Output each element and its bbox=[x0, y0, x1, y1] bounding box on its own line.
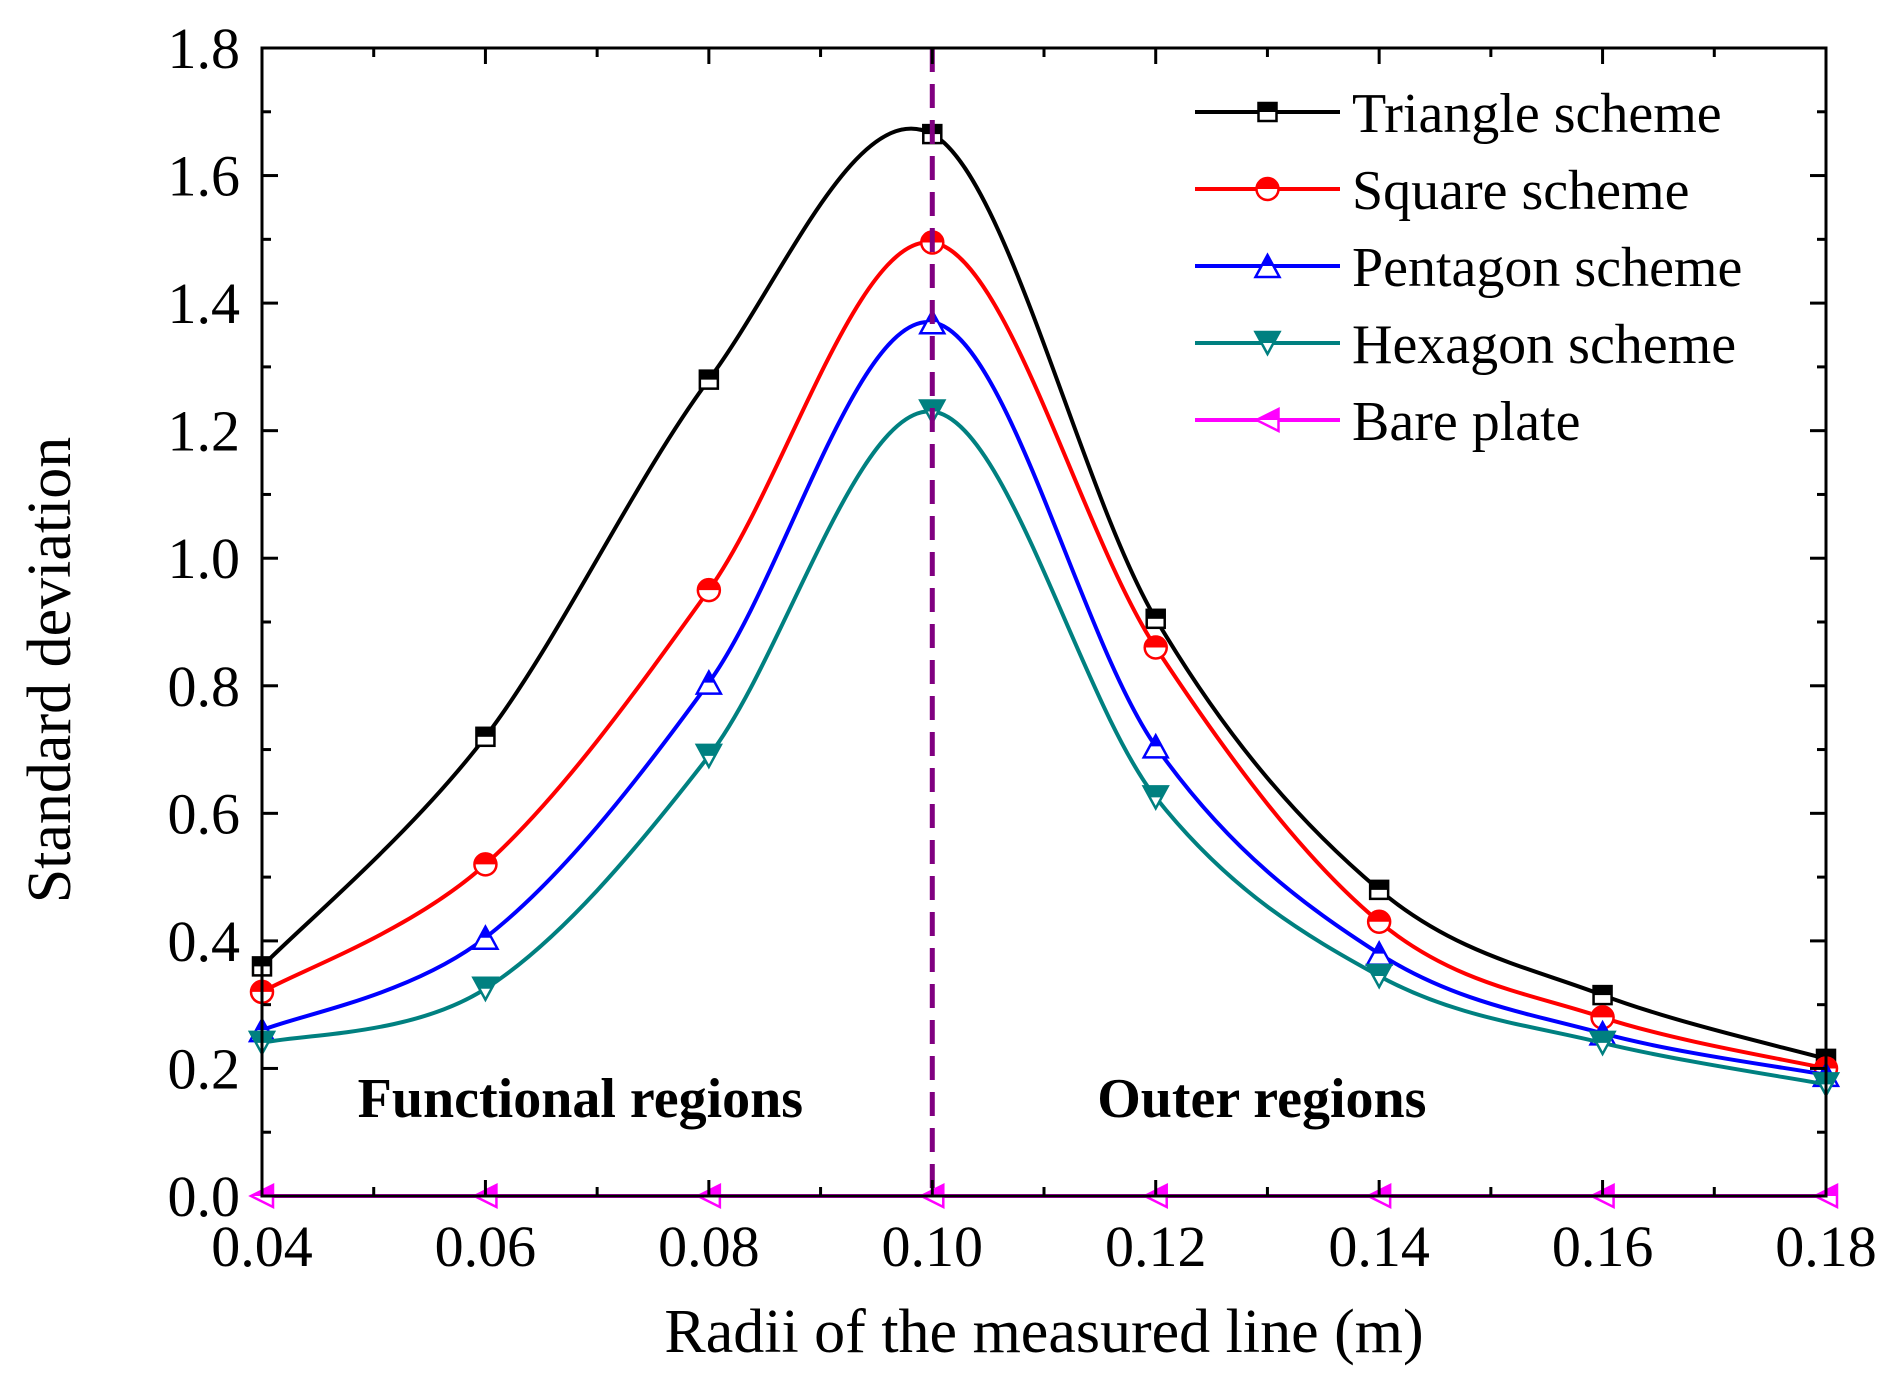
data-point-triangle-scheme-6-fill bbox=[1593, 986, 1612, 996]
legend-label-square-scheme: Square scheme bbox=[1352, 160, 1689, 222]
data-point-hexagon-scheme-4-fill bbox=[1143, 786, 1168, 798]
axis-layer: 0.04 0.06 0.08 0.10 0.12 0.14 0.16 0.18 0.0 0.2 0.… bbox=[168, 16, 1877, 1279]
data-point-square-scheme-5-fill bbox=[1368, 910, 1391, 922]
data-point-hexagon-scheme-1 bbox=[471, 976, 500, 1003]
y-tick-label: 1.2 bbox=[168, 399, 241, 464]
legend-label-pentagon-scheme: Pentagon scheme bbox=[1352, 237, 1742, 299]
data-point-hexagon-scheme-3-fill bbox=[920, 400, 945, 412]
legend-item-triangle-scheme: Triangle scheme bbox=[1195, 83, 1722, 145]
legend-item-bare-plate: Bare plate bbox=[1195, 391, 1581, 453]
data-point-triangle-scheme-1 bbox=[475, 726, 496, 748]
x-tick-label: 0.12 bbox=[1105, 1214, 1207, 1279]
legend-marker-triangle-scheme bbox=[1257, 101, 1278, 123]
series-line-triangle-scheme bbox=[260, 126, 1827, 1061]
x-tick-label: 0.10 bbox=[882, 1214, 984, 1279]
data-point-square-scheme-1-fill bbox=[474, 853, 497, 865]
data-point-triangle-scheme-5 bbox=[1368, 879, 1390, 901]
data-point-pentagon-scheme-2-outline bbox=[694, 668, 723, 695]
legend-marker-square-scheme-fill bbox=[1256, 178, 1279, 189]
x-tick-label: 0.04 bbox=[211, 1214, 313, 1279]
data-point-hexagon-scheme-5 bbox=[1365, 963, 1394, 990]
y-tick-label: 1.0 bbox=[168, 526, 241, 591]
data-point-hexagon-scheme-4 bbox=[1141, 785, 1170, 811]
legend-item-pentagon-scheme: Pentagon scheme bbox=[1195, 237, 1742, 299]
y-tick-label: 0.0 bbox=[168, 1164, 241, 1229]
data-point-pentagon-scheme-2-fill bbox=[702, 671, 715, 683]
functional-regions-label: Functional regions bbox=[358, 1068, 803, 1130]
x-tick-label: 0.14 bbox=[1328, 1214, 1430, 1279]
legend-marker-pentagon-scheme bbox=[1253, 252, 1282, 279]
legend-item-square-scheme: Square scheme bbox=[1195, 160, 1689, 222]
y-tick-label: 1.4 bbox=[168, 271, 241, 336]
legend-label-hexagon-scheme: Hexagon scheme bbox=[1352, 314, 1736, 376]
data-point-hexagon-scheme-2-fill bbox=[696, 744, 721, 756]
x-tick-label: 0.18 bbox=[1775, 1214, 1877, 1279]
legend-label-triangle-scheme: Triangle scheme bbox=[1352, 83, 1722, 145]
y-tick-label: 0.6 bbox=[168, 781, 241, 846]
data-point-hexagon-scheme-1-fill bbox=[473, 977, 498, 989]
legend-marker-square-scheme bbox=[1255, 176, 1280, 202]
legend-label-bare-plate: Bare plate bbox=[1352, 391, 1581, 453]
data-point-square-scheme-1 bbox=[473, 852, 498, 877]
series-line-pentagon-scheme bbox=[261, 320, 1827, 1077]
data-point-triangle-scheme-1-fill bbox=[476, 727, 495, 737]
data-point-square-scheme-6-fill bbox=[1591, 1006, 1614, 1018]
data-point-square-scheme-4 bbox=[1143, 635, 1168, 660]
data-point-pentagon-scheme-1-fill bbox=[479, 926, 492, 938]
data-point-triangle-scheme-2-fill bbox=[699, 370, 718, 380]
data-point-hexagon-scheme-6 bbox=[1588, 1030, 1617, 1057]
legend-marker-hexagon-scheme-fill bbox=[1255, 332, 1280, 343]
series-line-square-scheme bbox=[261, 240, 1827, 1071]
y-tick-label: 0.4 bbox=[168, 909, 241, 974]
data-point-pentagon-scheme-6-fill bbox=[1596, 1022, 1609, 1034]
data-point-square-scheme-2-fill bbox=[697, 579, 720, 591]
x-tick-label: 0.06 bbox=[435, 1214, 537, 1279]
data-point-pentagon-scheme-4-fill bbox=[1149, 735, 1162, 747]
data-point-triangle-scheme-4-fill bbox=[1146, 609, 1165, 619]
legend-marker-hexagon-scheme bbox=[1253, 330, 1282, 357]
data-point-hexagon-scheme-6-fill bbox=[1590, 1031, 1615, 1043]
legend-item-hexagon-scheme: Hexagon scheme bbox=[1195, 314, 1736, 376]
legend: Triangle scheme Square scheme Pentagon sch… bbox=[1195, 83, 1742, 453]
legend-marker-triangle-scheme-fill bbox=[1258, 103, 1277, 112]
data-point-triangle-scheme-2 bbox=[698, 369, 720, 390]
data-point-pentagon-scheme-4-outline bbox=[1141, 732, 1170, 759]
legend-marker-bare-plate-fill bbox=[1256, 409, 1279, 420]
data-point-pentagon-scheme-5-fill bbox=[1373, 942, 1386, 954]
legend-marker-pentagon-scheme-fill bbox=[1261, 255, 1274, 266]
data-point-square-scheme-5 bbox=[1366, 909, 1392, 935]
data-point-triangle-scheme-5-fill bbox=[1370, 880, 1389, 890]
data-point-triangle-scheme-4 bbox=[1145, 608, 1166, 630]
x-tick-label: 0.08 bbox=[658, 1214, 760, 1279]
data-point-square-scheme-2 bbox=[696, 577, 722, 603]
y-tick-label: 1.8 bbox=[168, 16, 241, 81]
x-tick-label: 0.16 bbox=[1552, 1214, 1654, 1279]
x-axis-title: Radii of the measured line (m) bbox=[664, 1298, 1423, 1366]
y-tick-label: 1.6 bbox=[168, 144, 241, 209]
data-point-triangle-scheme-6 bbox=[1592, 984, 1613, 1006]
data-point-pentagon-scheme-2 bbox=[694, 668, 723, 695]
y-tick-label: 0.2 bbox=[168, 1036, 241, 1101]
outer-regions-label: Outer regions bbox=[1097, 1068, 1426, 1130]
data-point-hexagon-scheme-2 bbox=[694, 743, 723, 770]
y-tick-label: 0.8 bbox=[168, 654, 241, 719]
data-point-pentagon-scheme-4 bbox=[1141, 732, 1170, 759]
legend-marker-bare-plate bbox=[1253, 406, 1280, 434]
data-point-square-scheme-4-fill bbox=[1144, 636, 1167, 648]
data-point-hexagon-scheme-5-fill bbox=[1367, 964, 1392, 976]
series-line-hexagon-scheme bbox=[261, 409, 1827, 1087]
y-axis-title: Standard deviation bbox=[16, 437, 84, 904]
data-point-pentagon-scheme-1 bbox=[471, 924, 500, 950]
